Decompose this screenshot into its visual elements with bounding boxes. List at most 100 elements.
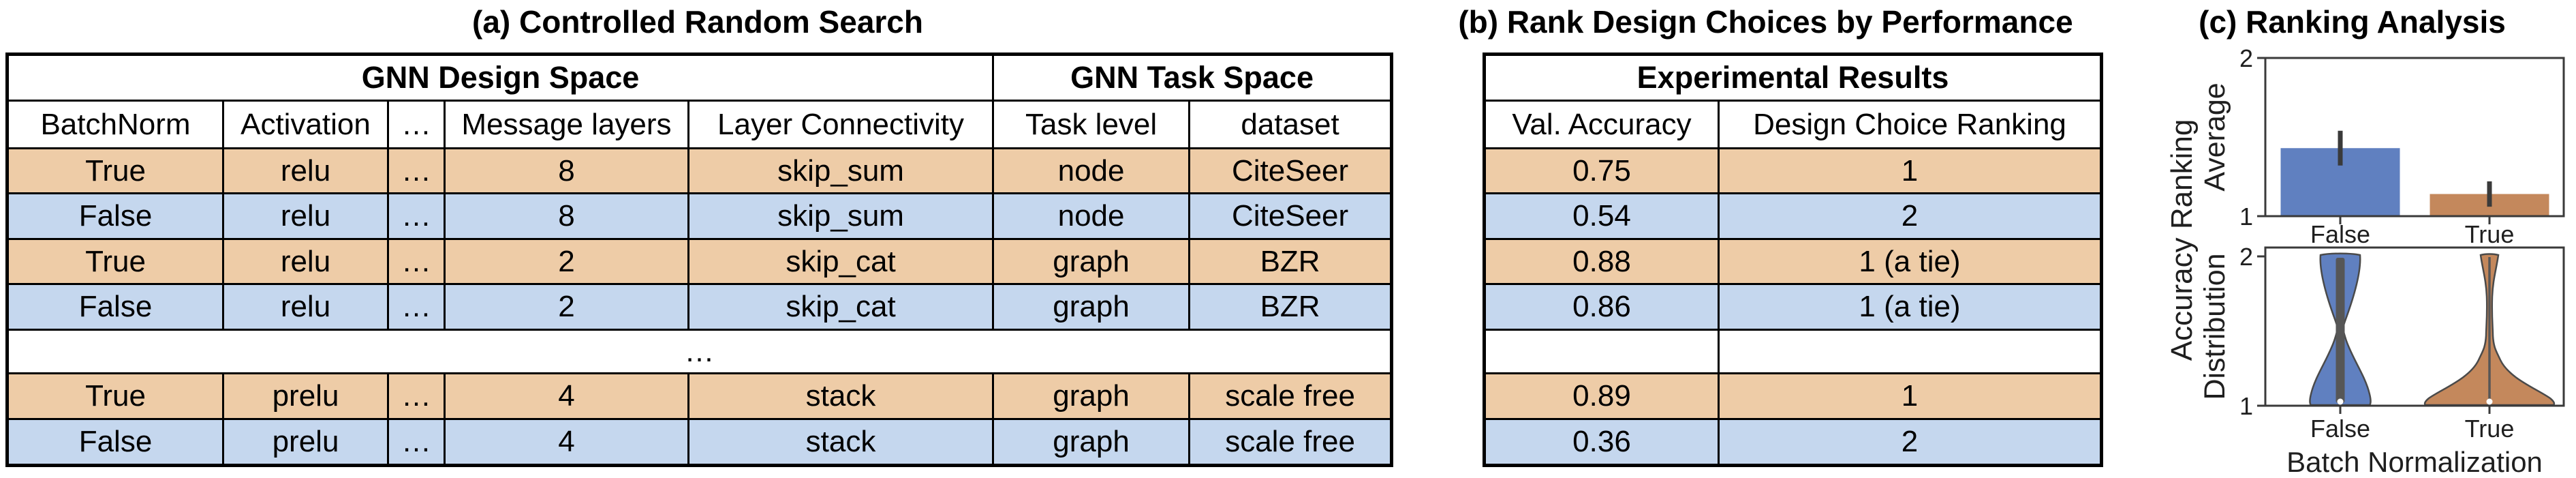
top-ylabel: Average <box>2199 83 2231 191</box>
x-tick-label: True <box>2465 415 2515 443</box>
table-cell: CiteSeer <box>1188 192 1393 240</box>
y-tick-label: 2 <box>2239 243 2253 271</box>
table-cell: … <box>387 283 446 331</box>
table-row: 0.54 2 <box>1483 192 2103 240</box>
table-cell: prelu <box>222 418 389 466</box>
x-tick-label: False <box>2310 220 2370 248</box>
table-cell: 1 <box>1717 147 2103 194</box>
table-cell: 0.36 <box>1483 418 1720 466</box>
table-row: False prelu … 4 stack graph scale free <box>6 418 1393 466</box>
table-cell: 0.88 <box>1483 238 1720 285</box>
x-axis-label: Batch Normalization <box>2286 446 2543 478</box>
table-cell: stack <box>687 372 995 420</box>
panel-a-title: (a) Controlled Random Search <box>472 4 923 40</box>
table-cell: … <box>387 372 446 420</box>
table-cell: scale free <box>1188 372 1393 420</box>
table-header-row: BatchNorm Activation … Message layers La… <box>6 100 1393 149</box>
table-cell: 4 <box>444 372 689 420</box>
table-cell: 0.54 <box>1483 192 1720 240</box>
table-row: False relu … 2 skip_cat graph BZR <box>6 283 1393 331</box>
bottom-ylabel: Distribution <box>2199 253 2231 400</box>
table-row: Experimental Results <box>1483 53 2103 102</box>
x-tick-label: True <box>2465 220 2515 248</box>
column-header: dataset <box>1188 100 1393 149</box>
table-cell: 0.75 <box>1483 147 1720 194</box>
table-cell: relu <box>222 147 389 194</box>
table-row: 0.89 1 <box>1483 372 2103 420</box>
quartile-bar-false <box>2336 258 2345 403</box>
table-cell: graph <box>992 238 1191 285</box>
table-cell: … <box>387 147 446 194</box>
y-tick-label: 1 <box>2239 392 2253 420</box>
table-cell: False <box>6 192 224 240</box>
table-row: 0.86 1 (a tie) <box>1483 283 2103 331</box>
column-header: Task level <box>992 100 1191 149</box>
group-header-design-space: GNN Design Space <box>5 53 995 102</box>
column-header: Activation <box>222 100 389 149</box>
table-row: False relu … 8 skip_sum node CiteSeer <box>6 192 1393 240</box>
table-cell: 1 <box>1717 372 2103 420</box>
table-cell: 8 <box>444 192 689 240</box>
table-cell: scale free <box>1188 418 1393 466</box>
table-cell: node <box>992 147 1191 194</box>
table-cell: 0.86 <box>1483 283 1720 331</box>
table-cell: 2 <box>1717 418 2103 466</box>
column-header: Design Choice Ranking <box>1717 100 2103 149</box>
table-cell: 0.89 <box>1483 372 1720 420</box>
table-cell: … <box>387 418 446 466</box>
table-cell: stack <box>687 418 995 466</box>
column-header: Message layers <box>444 100 689 149</box>
column-header: BatchNorm <box>6 100 224 149</box>
table-cell <box>1483 329 1720 374</box>
table-cell: skip_sum <box>687 147 995 194</box>
ellipsis-cell: … <box>5 329 1393 374</box>
x-tick-label: False <box>2310 415 2370 443</box>
empty-row <box>1483 329 2103 374</box>
average-ranking-bar-chart: 2 1 False True Average <box>2199 44 2565 248</box>
table-cell: BZR <box>1188 238 1393 285</box>
table-cell: node <box>992 192 1191 240</box>
table-cell: graph <box>992 418 1191 466</box>
group-header-experimental-results: Experimental Results <box>1483 53 2103 102</box>
median-dot-false <box>2337 398 2344 405</box>
table-cell: 2 <box>1717 192 2103 240</box>
table-cell: 2 <box>444 238 689 285</box>
table-cell: skip_cat <box>687 238 995 285</box>
top-axes-box <box>2264 57 2565 218</box>
table-cell: 4 <box>444 418 689 466</box>
table-cell: 1 (a tie) <box>1717 283 2103 331</box>
table-row: True relu … 8 skip_sum node CiteSeer <box>6 147 1393 194</box>
table-cell: skip_sum <box>687 192 995 240</box>
column-header: … <box>387 100 446 149</box>
design-space-table: GNN Design Space GNN Task Space BatchNor… <box>5 53 1394 467</box>
table-row: True relu … 2 skip_cat graph BZR <box>6 238 1393 285</box>
table-cell: CiteSeer <box>1188 147 1393 194</box>
ellipsis-row: … <box>5 329 1393 374</box>
table-cell <box>1717 329 2103 374</box>
table-cell: 8 <box>444 147 689 194</box>
table-cell: BZR <box>1188 283 1393 331</box>
table-cell: False <box>6 418 224 466</box>
panel-c-title: (c) Ranking Analysis <box>2199 4 2506 40</box>
experimental-results-table: Experimental Results Val. Accuracy Desig… <box>1483 53 2104 467</box>
table-cell: relu <box>222 238 389 285</box>
table-cell: relu <box>222 283 389 331</box>
y-tick-label: 2 <box>2239 44 2253 72</box>
table-cell: True <box>6 238 224 285</box>
table-row: GNN Design Space GNN Task Space <box>5 53 1393 102</box>
ranking-analysis-charts: 2 1 False True Average 2 1 False True Di… <box>2165 44 2565 478</box>
table-cell: 1 (a tie) <box>1717 238 2103 285</box>
column-header: Layer Connectivity <box>687 100 995 149</box>
table-header-row: Val. Accuracy Design Choice Ranking <box>1483 100 2103 149</box>
y-tick-label: 1 <box>2239 203 2253 230</box>
group-header-task-space: GNN Task Space <box>992 53 1393 102</box>
panel-b-title: (b) Rank Design Choices by Performance <box>1458 4 2073 40</box>
table-cell: … <box>387 238 446 285</box>
table-row: 0.75 1 <box>1483 147 2103 194</box>
table-cell: graph <box>992 372 1191 420</box>
table-row: True prelu … 4 stack graph scale free <box>6 372 1393 420</box>
table-row: 0.36 2 <box>1483 418 2103 466</box>
shared-ylabel: Accuracy Ranking <box>2165 119 2199 361</box>
table-cell: skip_cat <box>687 283 995 331</box>
